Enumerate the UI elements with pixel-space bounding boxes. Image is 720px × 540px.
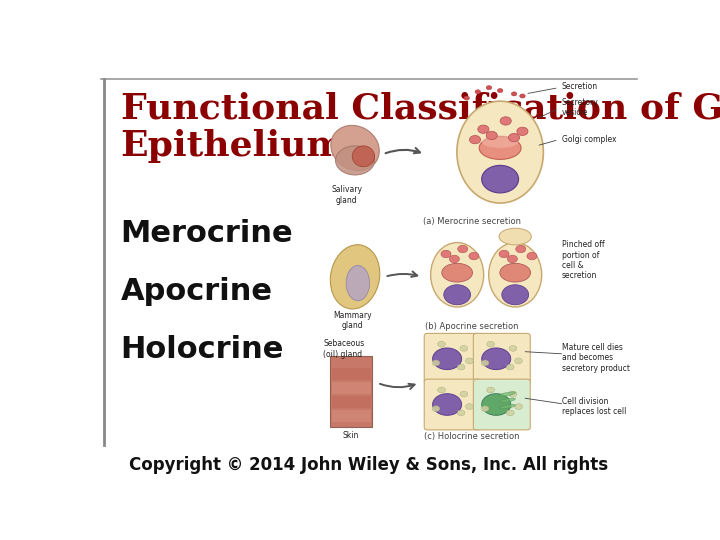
Circle shape	[469, 136, 481, 144]
FancyBboxPatch shape	[424, 379, 481, 430]
Circle shape	[499, 250, 509, 258]
Circle shape	[478, 125, 489, 133]
Text: Mammary
gland: Mammary gland	[333, 311, 372, 330]
Circle shape	[441, 250, 451, 258]
Text: Apocrine: Apocrine	[121, 277, 273, 306]
Circle shape	[502, 285, 528, 305]
Circle shape	[432, 406, 440, 411]
Text: (c) Holocrine secretion: (c) Holocrine secretion	[425, 431, 520, 441]
FancyBboxPatch shape	[424, 333, 481, 384]
Circle shape	[487, 341, 495, 347]
Circle shape	[516, 245, 526, 253]
Circle shape	[466, 358, 473, 364]
Circle shape	[444, 285, 471, 305]
Text: Merocrine: Merocrine	[121, 219, 293, 248]
Ellipse shape	[330, 245, 379, 309]
Text: Salivary
gland: Salivary gland	[331, 185, 362, 205]
Ellipse shape	[346, 266, 369, 301]
FancyBboxPatch shape	[330, 356, 372, 427]
Ellipse shape	[352, 146, 374, 167]
Circle shape	[486, 131, 498, 140]
Circle shape	[520, 94, 526, 98]
Circle shape	[475, 90, 481, 94]
Circle shape	[527, 252, 537, 260]
FancyBboxPatch shape	[332, 368, 371, 380]
Text: Copyright © 2014 John Wiley & Sons, Inc. All rights: Copyright © 2014 John Wiley & Sons, Inc.…	[130, 456, 608, 474]
Text: Pinched off
portion of
cell &
secretion: Pinched off portion of cell & secretion	[562, 240, 604, 280]
Circle shape	[506, 410, 514, 416]
Circle shape	[481, 406, 489, 411]
Circle shape	[460, 346, 468, 352]
Text: Holocrine: Holocrine	[121, 335, 284, 364]
Ellipse shape	[457, 101, 544, 203]
Ellipse shape	[482, 136, 518, 148]
Text: Mature cell dies
and becomes
secretory product: Mature cell dies and becomes secretory p…	[562, 343, 629, 373]
Ellipse shape	[500, 264, 531, 282]
Circle shape	[482, 394, 510, 415]
Text: (a) Merocrine secretion: (a) Merocrine secretion	[423, 217, 521, 226]
Circle shape	[481, 360, 489, 366]
Circle shape	[508, 133, 520, 141]
Circle shape	[433, 394, 462, 415]
Circle shape	[506, 364, 514, 370]
Circle shape	[460, 391, 468, 397]
Circle shape	[517, 127, 528, 136]
Circle shape	[433, 348, 462, 369]
Ellipse shape	[489, 242, 541, 307]
Ellipse shape	[442, 264, 472, 282]
FancyBboxPatch shape	[473, 379, 530, 430]
Circle shape	[515, 404, 523, 409]
Circle shape	[515, 358, 523, 364]
Text: Functional Classification of Glandular: Functional Classification of Glandular	[121, 92, 720, 126]
Circle shape	[432, 360, 440, 366]
Circle shape	[509, 346, 517, 352]
Text: Epithelium: Epithelium	[121, 129, 346, 163]
Circle shape	[509, 391, 517, 397]
Ellipse shape	[330, 125, 379, 171]
Text: Skin: Skin	[343, 431, 359, 440]
Ellipse shape	[431, 242, 484, 307]
Text: Cell division
replaces lost cell: Cell division replaces lost cell	[562, 397, 626, 416]
Text: Secretion: Secretion	[562, 82, 598, 91]
Circle shape	[438, 387, 446, 393]
Ellipse shape	[480, 137, 521, 159]
Circle shape	[464, 96, 469, 100]
Circle shape	[457, 364, 465, 370]
Text: Golgi complex: Golgi complex	[562, 135, 616, 144]
Circle shape	[469, 252, 479, 260]
Circle shape	[511, 92, 517, 96]
FancyBboxPatch shape	[332, 396, 371, 408]
Text: (b) Apocrine secretion: (b) Apocrine secretion	[426, 322, 519, 331]
Circle shape	[500, 117, 511, 125]
Text: Secretory
vesicle: Secretory vesicle	[562, 98, 598, 117]
Circle shape	[482, 348, 510, 369]
Circle shape	[482, 165, 518, 193]
Circle shape	[449, 255, 459, 263]
FancyBboxPatch shape	[473, 333, 530, 384]
Ellipse shape	[499, 392, 516, 396]
Ellipse shape	[499, 404, 516, 409]
Text: Sebaceous
(oil) gland: Sebaceous (oil) gland	[323, 339, 364, 359]
Ellipse shape	[499, 228, 531, 245]
Circle shape	[458, 245, 468, 253]
FancyBboxPatch shape	[332, 382, 371, 394]
Ellipse shape	[499, 398, 516, 403]
Circle shape	[508, 255, 518, 263]
Circle shape	[466, 404, 473, 409]
Circle shape	[457, 410, 465, 416]
FancyBboxPatch shape	[332, 410, 371, 422]
Circle shape	[498, 89, 503, 93]
Ellipse shape	[336, 146, 374, 175]
Circle shape	[486, 85, 492, 90]
Circle shape	[438, 341, 446, 347]
Circle shape	[487, 387, 495, 393]
